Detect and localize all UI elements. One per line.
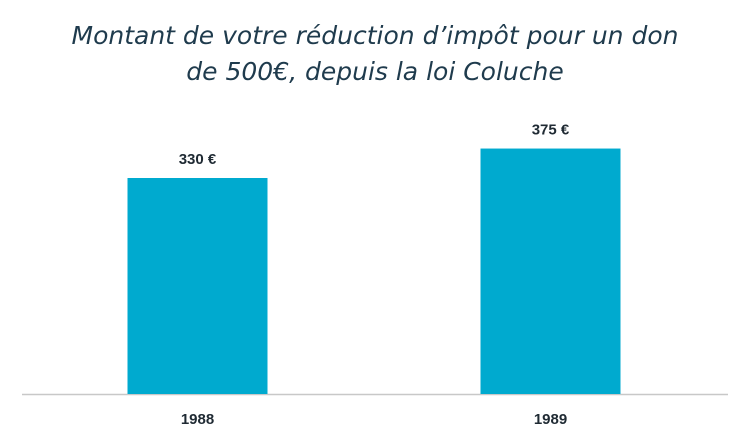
chart-title-line-1: Montant de votre réduction d’impôt pour …	[71, 21, 679, 50]
x-tick-label-1988: 1988	[181, 411, 214, 428]
x-tick-label-1989: 1989	[534, 411, 567, 428]
bar-1988	[127, 178, 268, 394]
data-label-1989: 375 €	[532, 122, 570, 139]
chart-title: Montant de votre réduction d’impôt pour …	[0, 18, 750, 90]
chart-title-line-2: de 500€, depuis la loi Coluche	[186, 57, 564, 86]
bar-1989	[480, 148, 621, 394]
data-label-1988: 330 €	[179, 151, 217, 168]
